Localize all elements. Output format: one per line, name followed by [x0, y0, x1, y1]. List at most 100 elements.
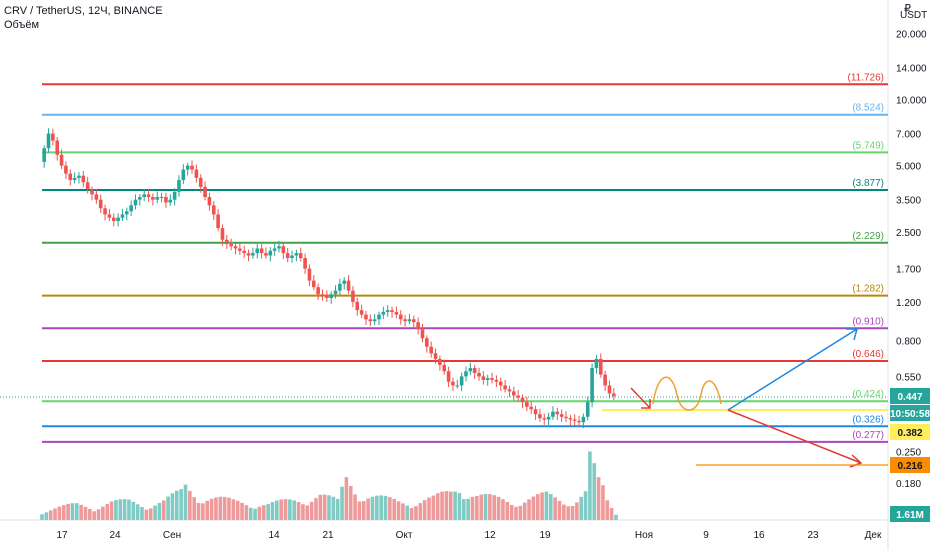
volume-legend: Объём: [4, 19, 40, 31]
candle-body: [159, 197, 164, 199]
volume-bar: [201, 503, 205, 520]
candle-body: [185, 165, 190, 170]
candle-body: [525, 402, 529, 407]
candle-body: [581, 416, 586, 423]
volume-bar: [227, 497, 231, 520]
candle-body: [477, 372, 481, 377]
candle-body: [329, 294, 333, 298]
candle-body: [168, 199, 173, 203]
candle-body: [538, 414, 542, 419]
candle-body: [403, 319, 407, 322]
time-tick-label: 14: [268, 530, 280, 541]
candle-body: [603, 374, 607, 386]
volume-bar: [192, 497, 196, 520]
last-price-badge-bg: [890, 388, 930, 404]
volume-bar: [175, 490, 179, 520]
candle-body: [103, 208, 107, 215]
volume-bar: [231, 499, 236, 520]
candle-body: [533, 409, 538, 415]
candle-body: [416, 322, 420, 330]
volume-bar: [544, 491, 549, 520]
candle-body: [72, 177, 77, 181]
projection-drawings: [630, 328, 888, 468]
volume-bar: [614, 514, 618, 520]
volume-bar: [579, 496, 584, 520]
volume-bar: [462, 499, 466, 520]
candle-body: [133, 199, 138, 206]
volume-bar: [57, 506, 62, 520]
volume-bar: [240, 502, 244, 520]
candle-body: [120, 214, 125, 218]
volume-bar: [144, 509, 149, 520]
volume-bar: [109, 501, 114, 520]
fib-levels: (11.726) (8.524) (5.749) (3.877) (2.229) (1.2…: [42, 72, 888, 443]
wave-projection: [652, 376, 722, 411]
time-axis[interactable]: 17 24 Сен 14 21 Окт 12 19 Ноя 9 16 23 Дек: [56, 530, 882, 541]
candle-body: [285, 253, 290, 259]
price-tick-label: 3.500: [896, 196, 921, 207]
candle-body: [594, 358, 599, 369]
plot-area[interactable]: [0, 0, 888, 520]
candle-body: [155, 197, 160, 200]
candle-body: [381, 311, 386, 315]
level-label: (0.424): [852, 389, 884, 400]
symbol-title[interactable]: CRV / TetherUS, 12Ч, BINANCE: [4, 5, 163, 17]
level-label: (0.910): [852, 316, 884, 327]
volume-bar: [335, 498, 340, 520]
volume-bar: [114, 500, 118, 520]
candle-body: [346, 280, 351, 291]
volume-bar: [244, 505, 249, 520]
volume-bar: [557, 500, 562, 520]
price-tick-label: 10.000: [896, 95, 927, 106]
candle-body: [307, 268, 312, 281]
volume-bar: [361, 501, 366, 520]
candle-body: [264, 253, 268, 256]
candle-body: [77, 175, 81, 178]
candle-body: [90, 189, 94, 195]
volume-bar: [275, 500, 279, 520]
volume-bar: [601, 485, 605, 520]
candle-body: [516, 395, 520, 398]
volume-bar: [588, 451, 592, 520]
candle-body: [598, 358, 603, 375]
volume-bar: [422, 500, 427, 520]
volume-bar: [183, 484, 188, 520]
volume-bar: [409, 508, 414, 520]
volume-bar: [188, 490, 192, 520]
volume-bar: [492, 495, 497, 520]
candle-body: [238, 248, 242, 251]
volume-bar: [470, 496, 475, 520]
volume-bar: [479, 494, 483, 520]
chart-header: CRV / TetherUS, 12Ч, BINANCE Объём: [4, 4, 163, 32]
candle-body: [290, 255, 294, 259]
candle-body: [372, 319, 377, 322]
candle-body: [338, 283, 342, 291]
volume-bar: [605, 500, 610, 520]
volume-bar: [592, 463, 597, 520]
volume-bar: [522, 502, 527, 520]
volume-bar: [279, 499, 283, 520]
volume-bar: [305, 505, 310, 520]
candle-body: [320, 294, 325, 296]
candle-body: [568, 418, 573, 420]
volume-bar: [248, 507, 253, 520]
price-axis[interactable]: ₽USDT 20.000 14.000 10.000 7.000 5.000 3.500 2.…: [896, 3, 927, 490]
volume-bar: [562, 504, 566, 520]
candle-body: [555, 411, 560, 415]
volume-bar: [196, 502, 201, 520]
volume-bar: [596, 477, 601, 520]
time-tick-label: Окт: [396, 530, 413, 541]
time-tick-label: Сен: [163, 530, 181, 541]
candle-body: [177, 180, 181, 192]
volume-bar: [444, 491, 449, 520]
volume-bar: [609, 508, 614, 520]
candle-body: [429, 346, 433, 354]
candle-body: [181, 169, 186, 181]
candle-body: [164, 197, 168, 203]
volume-bar: [396, 501, 401, 520]
volume-bar: [475, 496, 479, 520]
time-tick-label: Ноя: [635, 530, 653, 541]
volume-bar: [209, 498, 214, 520]
volume-bar: [518, 505, 523, 520]
